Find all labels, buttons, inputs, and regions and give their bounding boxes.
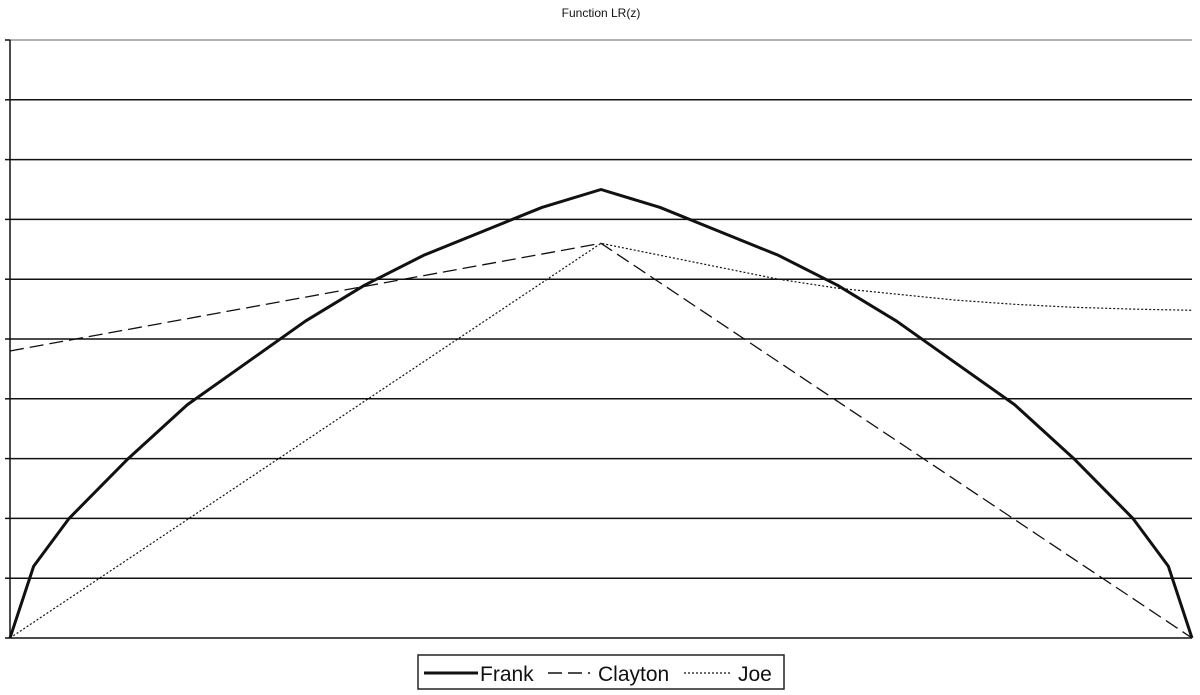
chart-title: Function LR(z) [562,6,641,20]
legend: Frank Clayton Joe [417,654,785,690]
axes [5,39,1192,639]
series-line-clayton [9,242,1193,639]
gridlines [10,39,1192,579]
series-line-joe [9,242,1193,639]
series-line-frank [8,188,1194,639]
legend-label-clayton: Clayton [598,663,669,686]
legend-label-frank: Frank [480,663,534,686]
series-lines [8,188,1194,639]
legend-label-joe: Joe [738,663,772,686]
legend-box [417,654,785,690]
